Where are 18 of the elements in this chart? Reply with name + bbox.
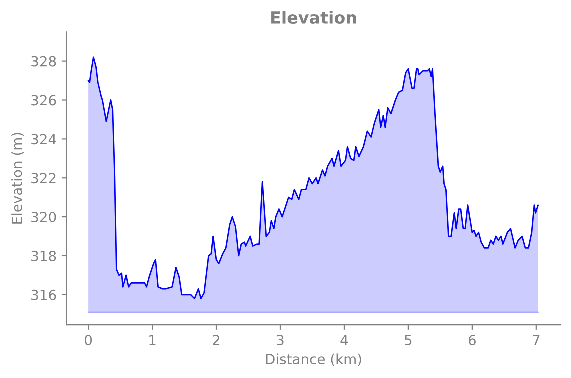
x-tick-label: 2 <box>213 335 220 346</box>
x-tick-label: 1 <box>150 335 156 346</box>
y-tick-label: 322 <box>32 173 56 184</box>
y-tick-label: 328 <box>32 56 56 67</box>
y-tick-label: 324 <box>32 134 56 145</box>
y-tick-label: 320 <box>32 212 56 223</box>
x-tick-label: 4 <box>340 335 348 346</box>
y-tick-label: 316 <box>32 290 56 300</box>
x-tick-label: 6 <box>468 335 476 346</box>
x-tick-label: 3 <box>277 335 284 346</box>
y-tick-label: 326 <box>32 95 56 106</box>
x-axis-title: Distance (km) <box>266 354 362 366</box>
y-tick-label: 318 <box>32 250 56 262</box>
x-tick-label: 7 <box>533 335 540 346</box>
x-tick-label: 0 <box>85 335 92 346</box>
x-tick-label: 5 <box>405 335 412 346</box>
chart-title: Elevation <box>272 11 356 24</box>
y-axis-title: Elevation (m) <box>12 133 24 224</box>
